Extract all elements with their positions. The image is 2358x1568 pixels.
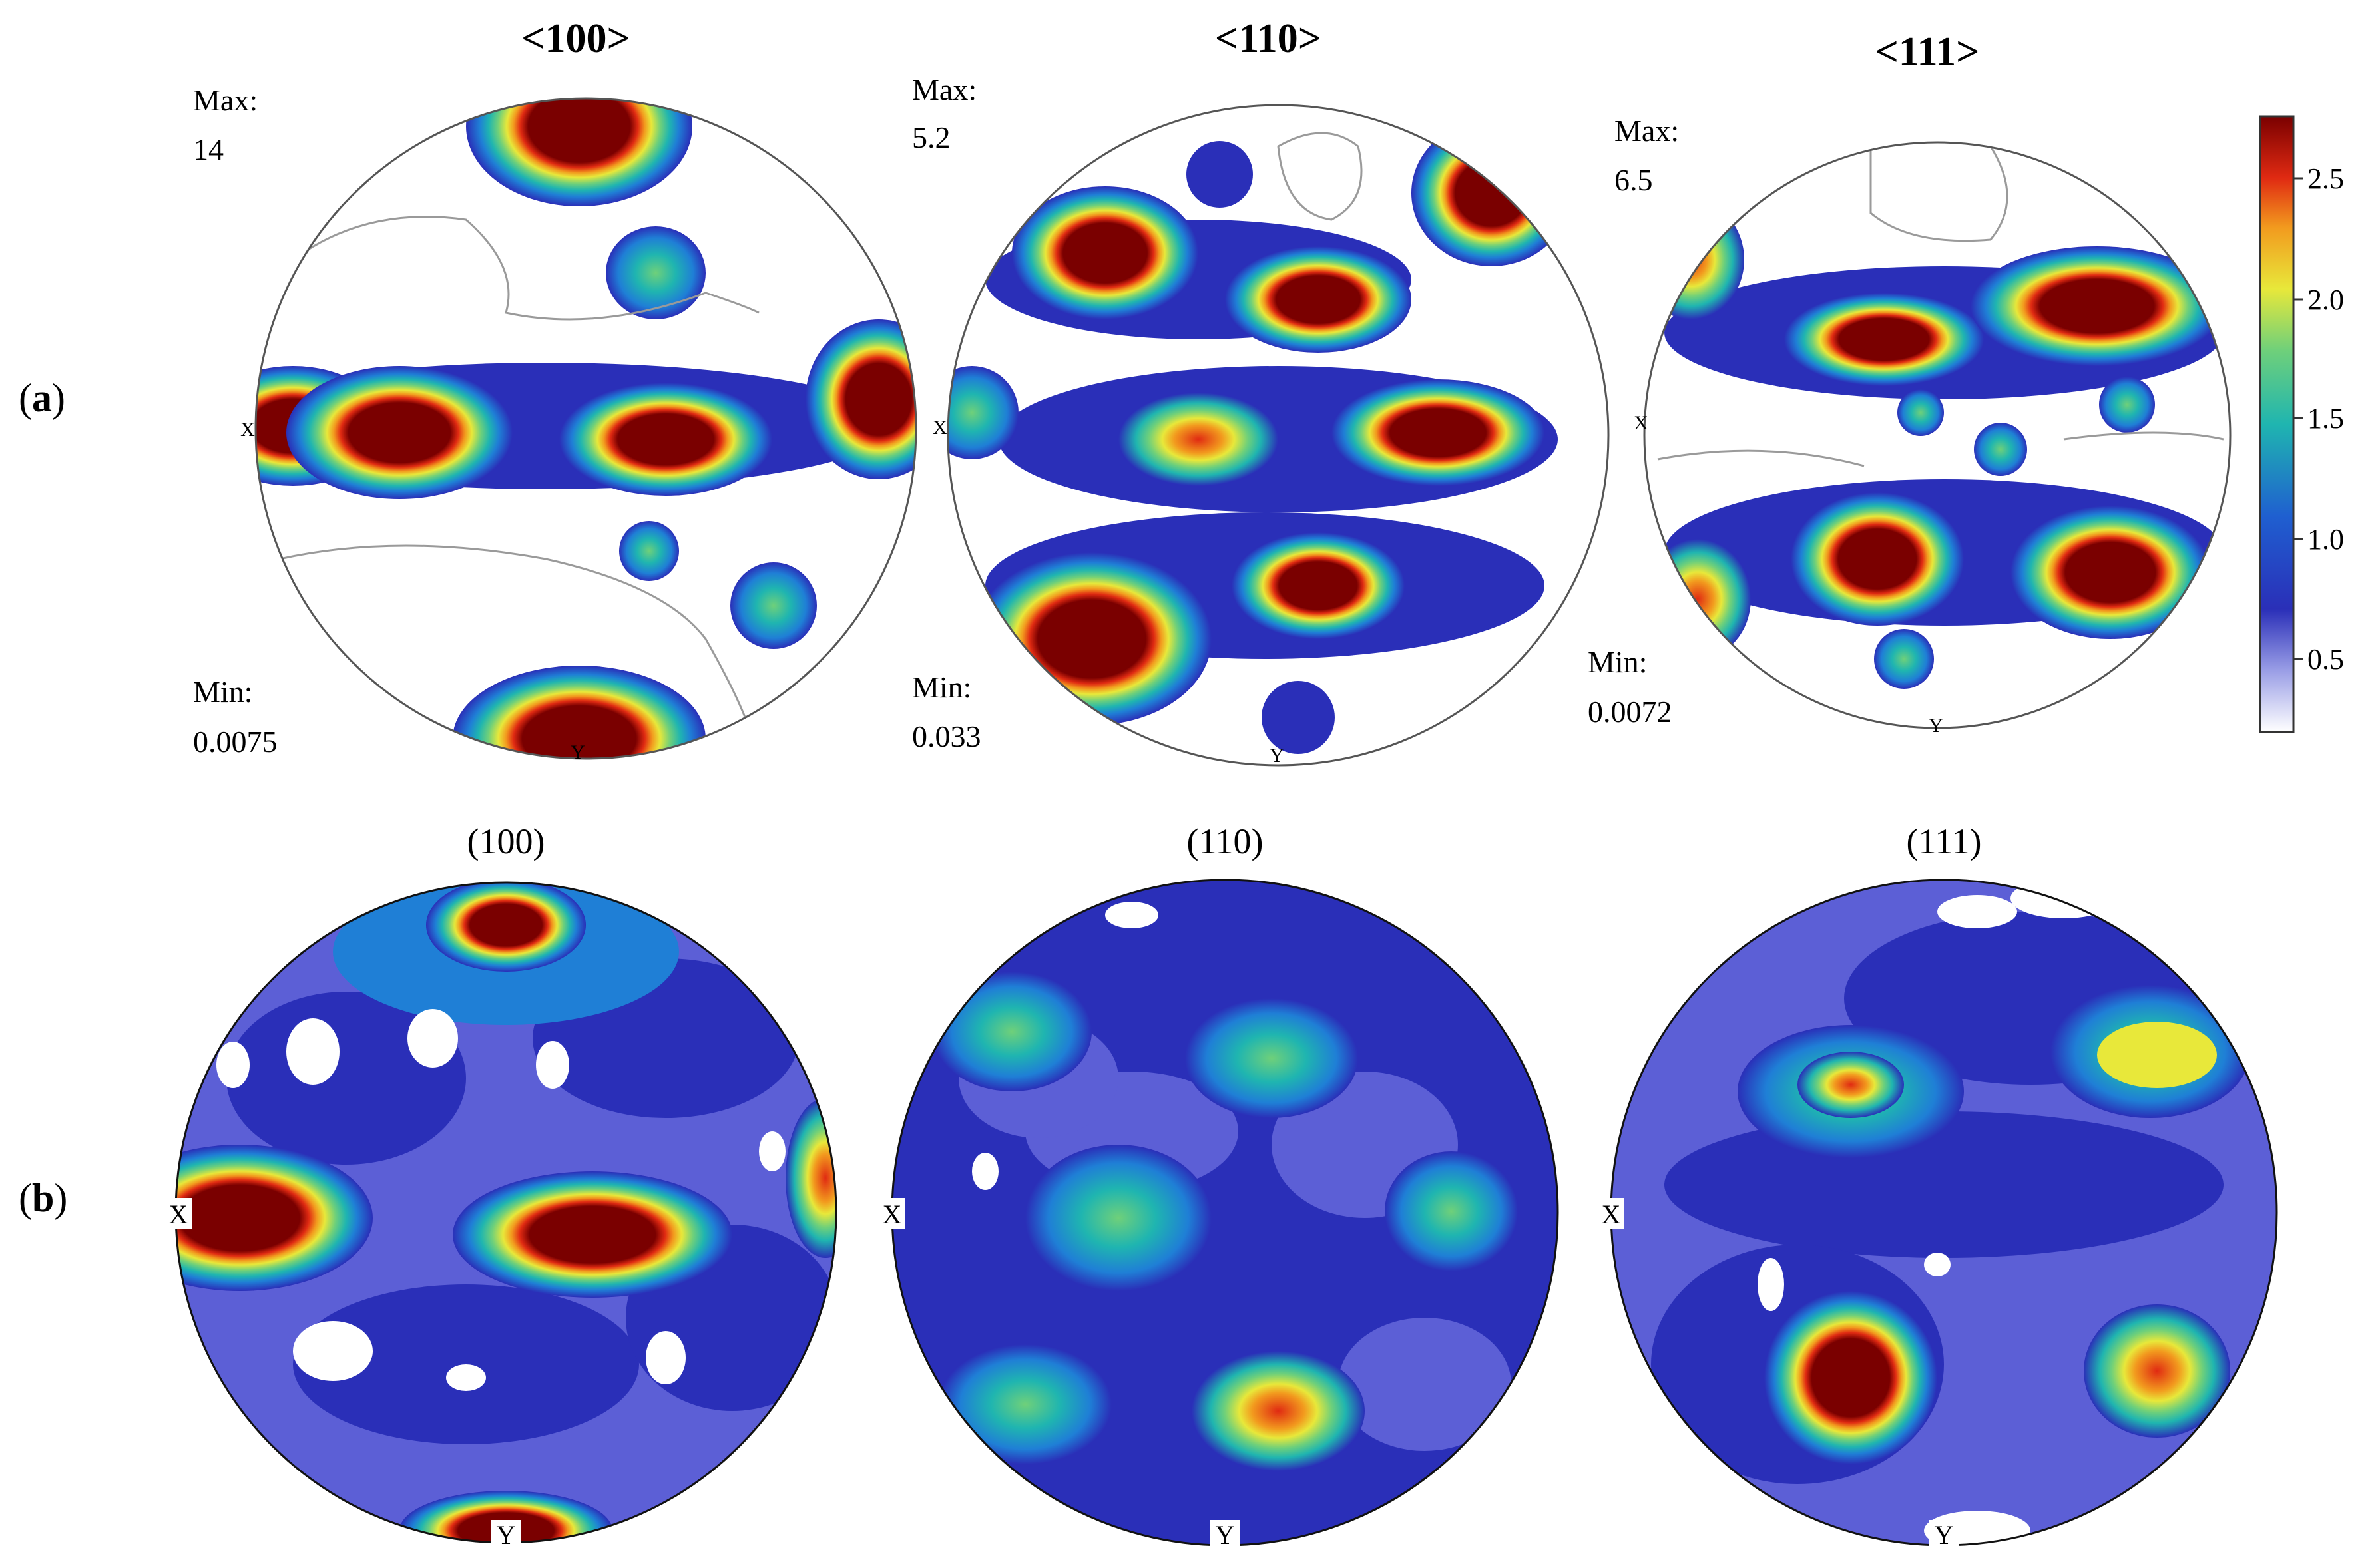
panel-a-100: <100> Max: 14 Min: 0.0075 X Y xyxy=(193,16,917,763)
x-axis-label: X xyxy=(1602,1199,1621,1229)
colorbar: 2.5 2.0 1.5 1.0 0.5 xyxy=(2259,115,2344,733)
max-label: Max: xyxy=(1614,114,1679,148)
panel-title: (110) xyxy=(1187,821,1264,861)
min-value: 0.0072 xyxy=(1588,695,1672,729)
density-map xyxy=(948,105,1608,765)
panel-a-111: <111> Max: 6.5 Min: 0.0072 X Y xyxy=(1588,29,2232,737)
min-label: Min: xyxy=(912,670,971,704)
max-value: 14 xyxy=(193,132,224,166)
y-axis-label: Y xyxy=(1270,745,1284,767)
min-label: Min: xyxy=(193,675,252,709)
y-axis-label: Y xyxy=(1929,715,1943,737)
panel-title: <100> xyxy=(521,16,630,61)
colorbar-tick: 1.5 xyxy=(2307,402,2344,435)
max-label: Max: xyxy=(912,73,977,106)
panel-b-110: (110) X Y xyxy=(879,821,1559,1551)
colorbar-tick: 2.0 xyxy=(2307,284,2344,316)
density-map xyxy=(1611,880,2277,1545)
max-value: 5.2 xyxy=(912,120,951,154)
panel-a-110: <110> Max: 5.2 Min: 0.033 X Y xyxy=(912,16,1610,767)
density-map xyxy=(892,880,1558,1545)
panel-b-100: (100) X Y xyxy=(165,821,837,1551)
x-axis-label: X xyxy=(1634,412,1648,434)
panel-title: (111) xyxy=(1907,821,1982,861)
colorbar-tick: 1.0 xyxy=(2307,523,2344,556)
row-a-label: (a) xyxy=(19,376,65,420)
min-value: 0.0075 xyxy=(193,725,278,759)
panel-title: <110> xyxy=(1215,16,1321,61)
panel-title: (100) xyxy=(467,821,545,861)
y-axis-label: Y xyxy=(1935,1520,1954,1550)
row-b-label: (b) xyxy=(19,1176,67,1220)
y-axis-label: Y xyxy=(1216,1520,1235,1550)
max-value: 6.5 xyxy=(1614,163,1653,197)
colorbar-gradient xyxy=(2259,115,2295,733)
x-axis-label: X xyxy=(883,1199,902,1229)
x-axis-label: X xyxy=(169,1199,188,1229)
y-axis-label: Y xyxy=(497,1520,516,1550)
y-axis-label: Y xyxy=(571,741,585,763)
colorbar-tick: 2.5 xyxy=(2307,162,2344,195)
min-value: 0.033 xyxy=(912,719,981,753)
panel-title: <111> xyxy=(1875,29,1980,75)
max-label: Max: xyxy=(193,83,258,117)
density-map xyxy=(176,882,836,1543)
panel-b-111: (111) X Y xyxy=(1598,821,2278,1551)
x-axis-label: X xyxy=(240,419,255,441)
x-axis-label: X xyxy=(933,417,947,439)
colorbar-tick: 0.5 xyxy=(2307,643,2344,676)
min-label: Min: xyxy=(1588,645,1647,679)
density-map xyxy=(256,98,916,759)
